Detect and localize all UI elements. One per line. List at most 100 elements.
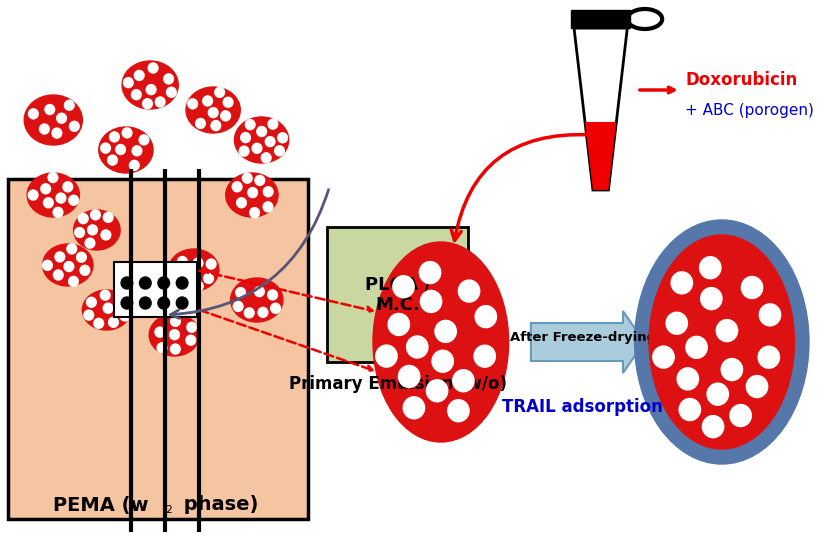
Ellipse shape (236, 288, 245, 297)
Ellipse shape (76, 252, 87, 262)
Ellipse shape (211, 121, 221, 130)
Ellipse shape (155, 327, 165, 337)
Ellipse shape (57, 113, 66, 123)
Ellipse shape (653, 346, 675, 368)
Ellipse shape (680, 398, 701, 420)
Ellipse shape (64, 262, 74, 272)
Ellipse shape (255, 176, 265, 185)
Ellipse shape (453, 370, 474, 391)
Ellipse shape (193, 258, 203, 268)
Circle shape (176, 277, 188, 289)
Ellipse shape (268, 119, 278, 129)
Ellipse shape (41, 184, 50, 194)
Text: $_2$: $_2$ (165, 502, 172, 517)
Ellipse shape (53, 207, 63, 217)
Ellipse shape (234, 117, 289, 163)
Ellipse shape (63, 182, 72, 192)
Ellipse shape (252, 143, 262, 154)
Ellipse shape (84, 310, 93, 320)
Circle shape (121, 277, 133, 289)
Ellipse shape (27, 173, 80, 217)
FancyBboxPatch shape (114, 262, 197, 317)
Ellipse shape (243, 173, 252, 183)
Polygon shape (531, 311, 644, 373)
Ellipse shape (101, 143, 110, 153)
Ellipse shape (52, 128, 61, 138)
Ellipse shape (237, 198, 246, 208)
Ellipse shape (171, 344, 181, 354)
Ellipse shape (55, 252, 65, 262)
Ellipse shape (120, 311, 129, 321)
Ellipse shape (263, 187, 273, 197)
Ellipse shape (375, 345, 397, 367)
Ellipse shape (398, 366, 420, 388)
Ellipse shape (48, 172, 58, 183)
Ellipse shape (204, 273, 213, 284)
Ellipse shape (109, 132, 119, 142)
Ellipse shape (373, 242, 509, 442)
Text: + ABC (porogen): + ABC (porogen) (685, 103, 814, 118)
Circle shape (121, 297, 133, 309)
Ellipse shape (103, 212, 113, 222)
FancyBboxPatch shape (328, 227, 468, 362)
Ellipse shape (75, 228, 84, 237)
Ellipse shape (248, 187, 258, 198)
Text: Doxorubicin: Doxorubicin (685, 71, 798, 89)
Ellipse shape (132, 146, 142, 156)
Ellipse shape (717, 320, 738, 342)
Ellipse shape (132, 90, 141, 100)
Ellipse shape (270, 303, 281, 313)
Ellipse shape (407, 336, 428, 358)
Ellipse shape (742, 277, 763, 299)
Ellipse shape (759, 304, 780, 326)
Ellipse shape (155, 97, 165, 107)
Circle shape (158, 297, 170, 309)
Ellipse shape (54, 270, 63, 280)
Ellipse shape (164, 74, 173, 84)
Ellipse shape (700, 257, 721, 279)
Ellipse shape (171, 316, 181, 326)
Ellipse shape (149, 63, 158, 73)
Ellipse shape (202, 96, 213, 106)
Ellipse shape (730, 404, 751, 426)
Ellipse shape (87, 225, 97, 235)
Ellipse shape (234, 301, 243, 311)
Ellipse shape (388, 314, 409, 336)
Ellipse shape (207, 259, 216, 269)
Ellipse shape (39, 124, 50, 134)
Ellipse shape (177, 257, 187, 266)
Ellipse shape (100, 290, 110, 300)
Ellipse shape (249, 208, 260, 217)
Ellipse shape (403, 397, 424, 419)
Ellipse shape (226, 173, 278, 217)
Ellipse shape (239, 146, 249, 156)
Ellipse shape (432, 350, 454, 372)
Ellipse shape (143, 99, 152, 108)
Ellipse shape (69, 195, 78, 205)
Text: After Freeze-drying: After Freeze-drying (510, 330, 656, 344)
Ellipse shape (166, 87, 176, 97)
Ellipse shape (186, 335, 196, 345)
Ellipse shape (702, 416, 724, 438)
FancyBboxPatch shape (8, 179, 308, 519)
Ellipse shape (43, 260, 52, 270)
Ellipse shape (123, 78, 134, 88)
Ellipse shape (393, 275, 414, 297)
Ellipse shape (186, 87, 240, 133)
Ellipse shape (29, 109, 38, 119)
Ellipse shape (82, 290, 131, 330)
Ellipse shape (122, 61, 178, 109)
Circle shape (176, 297, 188, 309)
Ellipse shape (91, 210, 100, 220)
Ellipse shape (268, 290, 277, 300)
Ellipse shape (265, 136, 275, 147)
Ellipse shape (759, 346, 780, 368)
Ellipse shape (261, 153, 271, 163)
Ellipse shape (188, 99, 197, 109)
Ellipse shape (43, 244, 93, 286)
Ellipse shape (87, 297, 97, 307)
Ellipse shape (215, 88, 224, 97)
Ellipse shape (427, 380, 448, 402)
Ellipse shape (44, 198, 53, 208)
Ellipse shape (69, 277, 78, 286)
